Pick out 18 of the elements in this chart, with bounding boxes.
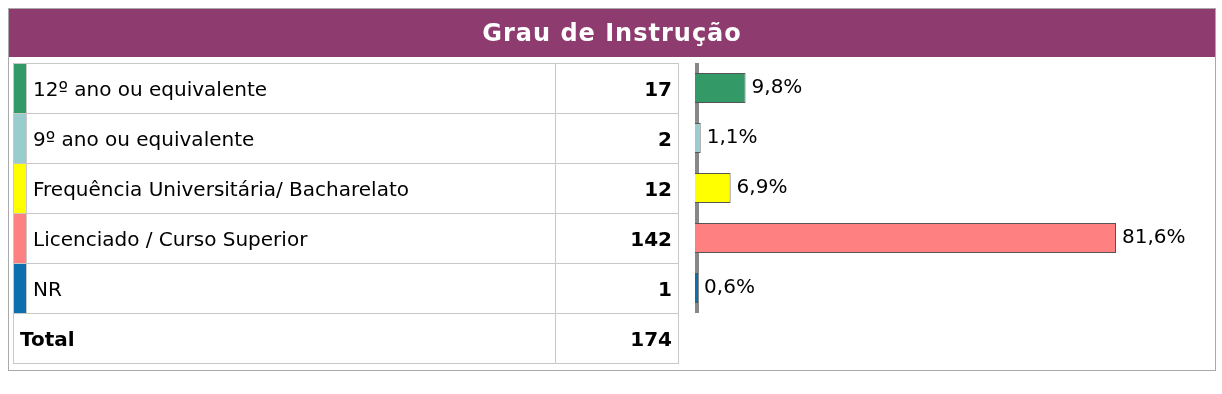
- chart-title: Grau de Instrução: [9, 9, 1215, 57]
- data-label: 6,9%: [736, 174, 788, 199]
- data-label: 9,8%: [751, 74, 803, 99]
- text: 17: [555, 63, 679, 114]
- y-tick-label: 12º ano ou equivalente: [26, 63, 556, 114]
- y-tick-label: Frequência Universitária/ Bacharelato: [26, 163, 556, 214]
- text: 1: [555, 263, 679, 314]
- text: Total: [13, 313, 556, 364]
- y-tick-label: NR: [26, 263, 556, 314]
- data-label: 81,6%: [1122, 224, 1186, 249]
- text: 174: [555, 313, 679, 364]
- text: 142: [555, 213, 679, 264]
- y-tick-label: 9º ano ou equivalente: [26, 113, 556, 164]
- text: 2: [555, 113, 679, 164]
- data-label: 0,6%: [704, 274, 755, 299]
- text: 12: [555, 163, 679, 214]
- data-label: 1,1%: [706, 124, 758, 149]
- y-tick-label: Licenciado / Curso Superior: [26, 213, 556, 264]
